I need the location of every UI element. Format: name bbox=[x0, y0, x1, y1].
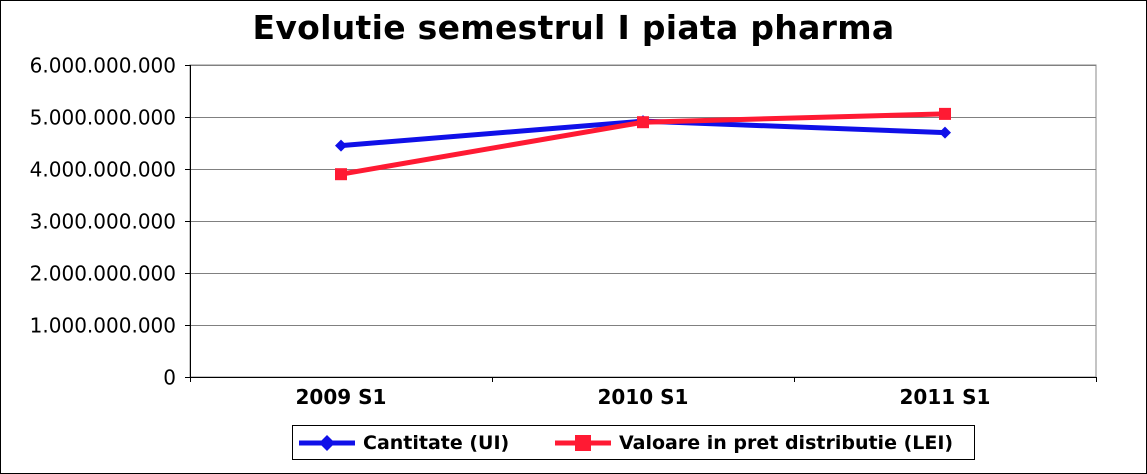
legend-swatch-series-2 bbox=[555, 434, 611, 451]
x-tick-label: 2009 S1 bbox=[296, 385, 387, 409]
legend-item-series-1: Cantitate (UI) bbox=[299, 426, 509, 459]
x-tick-label: 2011 S1 bbox=[900, 385, 991, 409]
legend-label-series-2: Valoare in pret distributie (LEI) bbox=[619, 431, 954, 454]
data-point-series-2 bbox=[335, 168, 347, 181]
y-tick-label: 0 bbox=[163, 366, 176, 390]
chart-title: Evolutie semestrul I piata pharma bbox=[252, 8, 895, 47]
legend-swatch-series-1 bbox=[299, 434, 355, 451]
data-point-series-2 bbox=[637, 116, 649, 129]
data-point-series-1 bbox=[939, 126, 951, 139]
x-tick-label: 2010 S1 bbox=[598, 385, 689, 409]
data-point-series-1 bbox=[335, 139, 347, 152]
y-tick-label: 2.000.000.000 bbox=[30, 262, 176, 286]
data-point-series-2 bbox=[939, 107, 951, 120]
y-tick-label: 6.000.000.000 bbox=[30, 54, 176, 78]
legend: Cantitate (UI) Valoare in pret distribut… bbox=[292, 425, 975, 460]
y-tick-label: 5.000.000.000 bbox=[30, 106, 176, 130]
y-tick-label: 3.000.000.000 bbox=[30, 210, 176, 234]
legend-label-series-1: Cantitate (UI) bbox=[363, 431, 510, 454]
legend-item-series-2: Valoare in pret distributie (LEI) bbox=[555, 426, 953, 459]
y-tick-label: 4.000.000.000 bbox=[30, 158, 176, 182]
y-tick-label: 1.000.000.000 bbox=[30, 314, 176, 338]
